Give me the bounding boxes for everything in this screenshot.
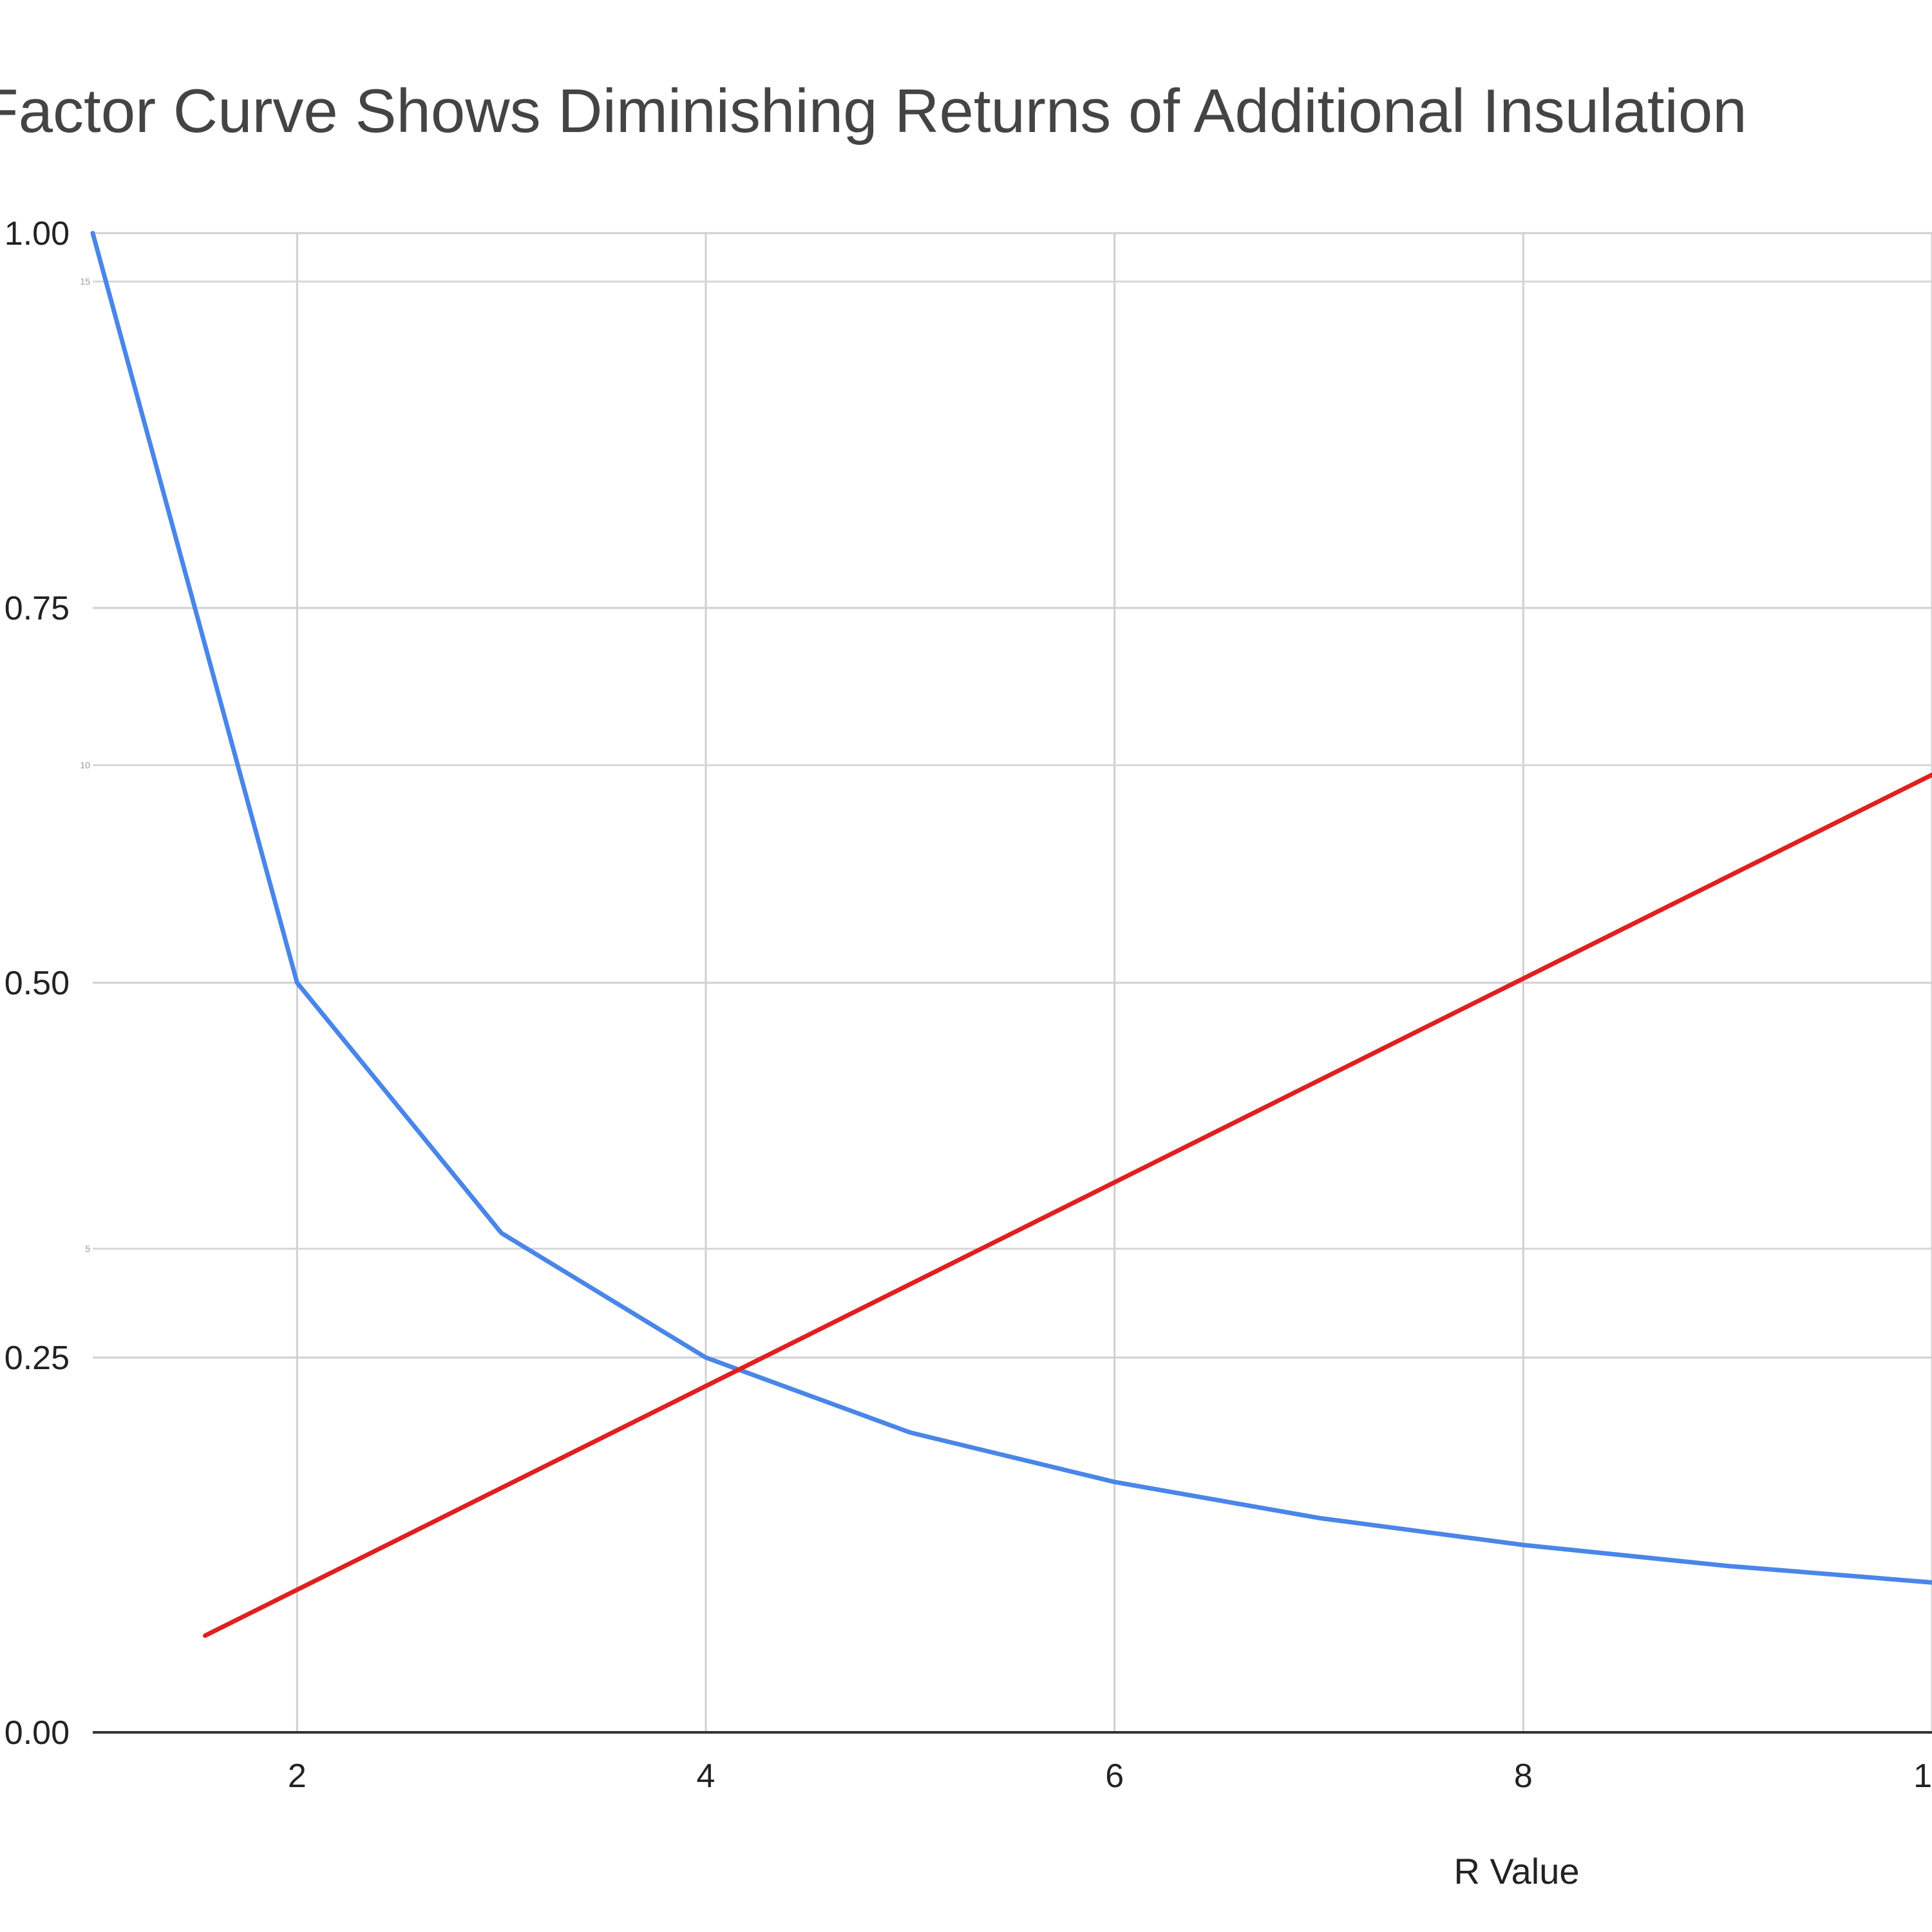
y2-tick-label: 5 [85,1244,90,1254]
x-tick-label: 4 [697,1757,715,1795]
y-tick-label: 1.00 [5,215,70,252]
x-tick-label: 6 [1105,1757,1124,1795]
y-tick-label: 0.00 [5,1714,70,1752]
x-axis-label: R Value [1454,1851,1579,1891]
y2-tick-label: 15 [80,276,90,287]
series-line-1 [90,231,1932,1585]
x-tick-label: 8 [1514,1757,1533,1795]
y-tick-label: 0.50 [5,965,70,1002]
y-tick-label: 0.75 [5,590,70,627]
series-layer [90,231,1932,1638]
y-tick-label: 0.25 [5,1340,70,1377]
x-tick-label: 2 [288,1757,307,1795]
y2-tick-label: 10 [80,760,90,770]
chart-title: Factor Curve Shows Diminishing Returns o… [0,77,1747,146]
axes: 2 4 6 8 10 0.00 0.25 0.50 0.75 1.00 5 10 15 [5,215,1932,1795]
grid [93,232,1932,1732]
x-tick-label: 10 [1913,1757,1932,1795]
series-line-2 [203,772,1932,1638]
